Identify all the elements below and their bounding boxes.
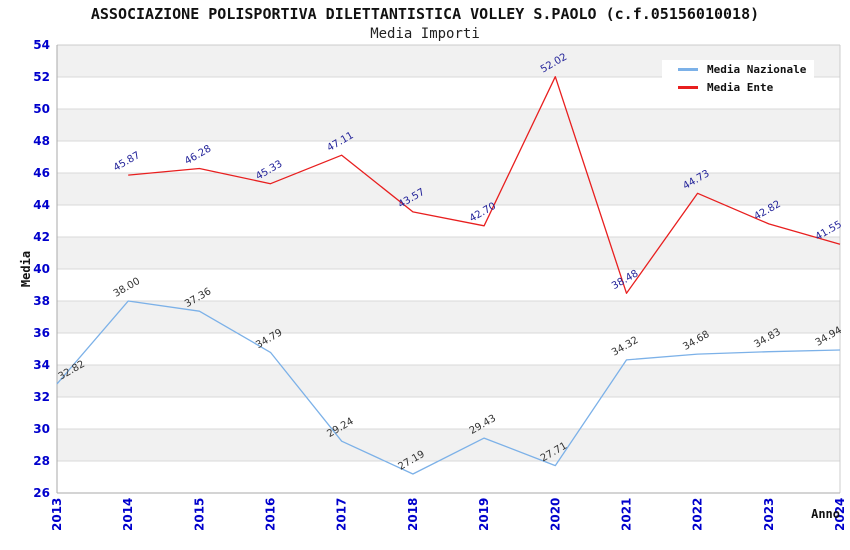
plot-band — [57, 109, 840, 141]
y-tick-label: 32 — [33, 390, 50, 404]
y-tick-label: 54 — [33, 38, 50, 52]
plot-band — [57, 205, 840, 237]
plot-band — [57, 333, 840, 365]
y-tick-label: 28 — [33, 454, 50, 468]
series-line-media-ente — [128, 76, 841, 294]
legend-line-media-nazionale-icon — [678, 67, 698, 71]
x-tick-label: 2020 — [548, 498, 562, 531]
x-tick-label: 2021 — [619, 498, 633, 531]
y-tick-label: 46 — [33, 166, 50, 180]
x-tick-label: 2017 — [335, 498, 349, 531]
legend-item-media-ente: Media Ente — [662, 78, 815, 96]
legend: Media Nazionale Media Ente — [662, 60, 815, 96]
plot-band — [57, 269, 840, 301]
plot-band — [57, 461, 840, 493]
plot-band — [57, 237, 840, 269]
y-tick-label: 50 — [33, 102, 50, 116]
chart-title: ASSOCIAZIONE POLISPORTIVA DILETTANTISTIC… — [90, 5, 760, 23]
plot-band — [57, 301, 840, 333]
legend-label-media-ente: Media Ente — [707, 80, 774, 94]
x-tick-label: 2023 — [762, 498, 776, 531]
y-tick-label: 48 — [33, 134, 50, 148]
plot-band — [57, 173, 840, 205]
legend-line-media-ente-icon — [678, 85, 698, 89]
x-tick-label: 2015 — [192, 498, 206, 531]
plot-band — [57, 365, 840, 397]
y-tick-label: 44 — [33, 198, 50, 212]
y-tick-label: 52 — [33, 70, 50, 84]
x-tick-label: 2022 — [691, 498, 705, 531]
y-tick-label: 38 — [33, 294, 50, 308]
series-line-media-nazionale — [56, 300, 841, 475]
y-tick-label: 30 — [33, 422, 50, 436]
x-axis-title: Anno — [811, 507, 840, 521]
plot-band — [57, 397, 840, 429]
y-tick-label: 42 — [33, 230, 50, 244]
y-tick-label: 26 — [33, 486, 50, 500]
y-axis-title: Media — [19, 251, 33, 287]
y-tick-label: 36 — [33, 326, 50, 340]
x-tick-label: 2016 — [264, 498, 278, 531]
x-tick-label: 2018 — [406, 498, 420, 531]
chart-subtitle: Media Importi — [370, 26, 480, 42]
y-tick-label: 40 — [33, 262, 50, 276]
plot-band — [57, 141, 840, 173]
y-tick-label: 34 — [33, 358, 50, 372]
legend-item-media-nazionale: Media Nazionale — [662, 60, 815, 78]
x-tick-label: 2013 — [50, 498, 64, 531]
x-tick-label: 2019 — [477, 498, 491, 531]
x-tick-label: 2024 — [833, 498, 847, 531]
x-tick-label: 2014 — [121, 498, 135, 531]
legend-label-media-nazionale: Media Nazionale — [707, 62, 807, 76]
